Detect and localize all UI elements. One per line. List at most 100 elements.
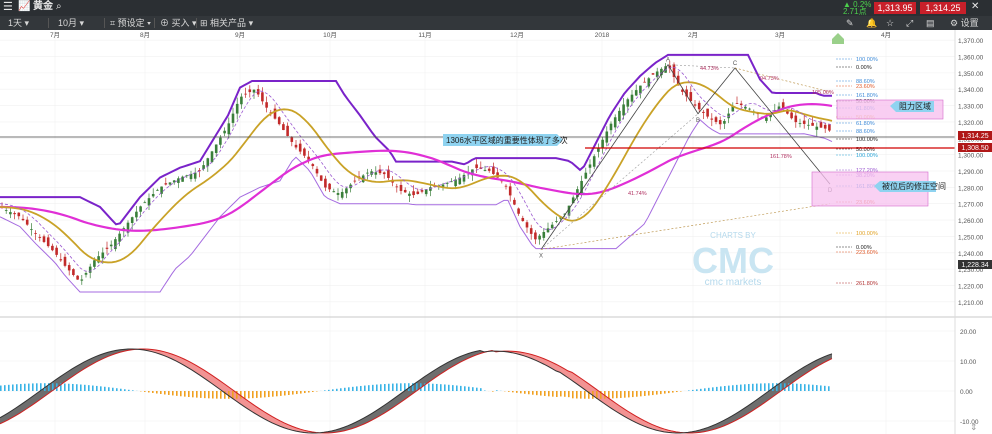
bell-icon[interactable]: 🔔 <box>866 18 878 28</box>
macd-line <box>0 348 833 434</box>
macd-histogram-bar <box>396 383 398 391</box>
channel-lower <box>0 119 833 293</box>
candle-body <box>13 213 16 215</box>
macd-fill <box>36 391 40 403</box>
macd-histogram-bar <box>240 391 242 399</box>
candle-body <box>38 236 42 238</box>
buy-price: 1,314.25 <box>925 3 961 13</box>
macd-histogram-bar <box>800 383 802 391</box>
fib-label: 100.00% <box>856 57 878 63</box>
macd-fill <box>244 398 248 410</box>
range-value: 10月 <box>58 18 78 28</box>
macd-histogram-bar <box>152 391 154 393</box>
y-tick-label: 1,260.00 <box>958 218 984 225</box>
macd-histogram-bar <box>300 391 302 394</box>
y-tick-label: 1,300.00 <box>958 153 984 160</box>
chart-icon[interactable]: 📈 <box>18 1 31 12</box>
macd-histogram-bar <box>740 384 742 391</box>
resistance-label-arrow <box>890 101 896 112</box>
candle-body <box>319 175 323 181</box>
price-chart[interactable]: 7月 8月 9月 10月 11月 12月 2018 2月 3月 4月 CHARTS BY CMC … <box>0 30 992 434</box>
candle-body <box>811 122 814 126</box>
candle-body <box>735 103 739 104</box>
macd-histogram-bar <box>804 384 806 391</box>
candle-body <box>168 182 172 185</box>
macd-histogram-bar <box>96 385 98 391</box>
resistance-label: 阻力区域 <box>899 101 931 111</box>
candle-body <box>731 106 735 112</box>
sell-price-button[interactable]: 1,313.95 <box>874 2 916 14</box>
timeframe-select[interactable]: 1天 ▾ <box>8 18 30 28</box>
macd-histogram-bar <box>496 390 498 391</box>
macd-histogram-bar <box>180 391 182 397</box>
scroll-icon[interactable]: ⇕ <box>970 422 978 432</box>
candle-body <box>366 172 369 174</box>
chart-background <box>0 30 955 434</box>
watermark-line1: CHARTS BY <box>710 231 756 240</box>
y-tick-label: 1,370.00 <box>958 38 984 45</box>
candle-body <box>723 120 726 124</box>
candle-body <box>416 191 420 195</box>
buy-button[interactable]: ⊕ 买入 ▾ <box>160 18 197 28</box>
pen-icon[interactable]: ✎ <box>846 18 854 28</box>
macd-histogram-bar <box>292 391 294 395</box>
macd-histogram-bar <box>568 391 570 398</box>
macd-histogram-bar <box>172 391 174 396</box>
preset-button[interactable]: ⌗ 预设定 ▾ <box>110 18 151 28</box>
macd-histogram-bar <box>332 389 334 391</box>
macd-histogram-bar <box>752 383 754 391</box>
x-tick-label: 8月 <box>140 31 150 39</box>
macd-histogram-bar <box>472 387 474 391</box>
related-products-button[interactable]: ⊞ 相关产品 ▾ <box>200 18 254 28</box>
support-label-arrow <box>874 181 880 192</box>
pattern-ratio-label: 105.06% <box>812 90 834 96</box>
candle-body <box>555 221 558 222</box>
chart-grid <box>0 30 955 434</box>
candle-body <box>67 265 71 271</box>
candle-body <box>748 108 751 110</box>
macd-histogram-bar <box>176 391 178 396</box>
macd-histogram-bar <box>468 386 470 391</box>
macd-histogram-bar <box>776 383 778 391</box>
star-icon[interactable]: ☆ <box>886 18 895 28</box>
candle-body <box>80 279 84 281</box>
macd-histogram-bar <box>0 385 2 391</box>
candle-body <box>210 151 214 163</box>
macd-histogram-bar <box>68 383 70 391</box>
macd-histogram-bar <box>424 383 426 391</box>
macd-histogram-bar <box>492 391 494 392</box>
fib-label: 223.60% <box>856 250 878 256</box>
candlesticks <box>0 60 831 285</box>
pattern-diagonal <box>667 64 736 69</box>
macd-histogram-bar <box>532 391 534 395</box>
macd-histogram-bar <box>384 383 386 391</box>
candle-body <box>382 172 386 175</box>
hamburger-menu-icon[interactable]: ☰ <box>3 1 13 13</box>
macd-histogram-bar <box>436 383 438 391</box>
layout-icon[interactable]: ▤ <box>926 18 935 28</box>
macd-histogram-bar <box>600 391 602 399</box>
candle-body <box>25 219 29 225</box>
settings-button[interactable]: ⚙ 设置 <box>950 18 979 28</box>
range-select[interactable]: 10月 ▾ <box>58 18 85 28</box>
buy-price-button[interactable]: 1,314.25 <box>920 2 966 14</box>
macd-histogram-bar <box>520 391 522 394</box>
macd-histogram-bar <box>220 391 222 399</box>
macd-histogram-bar <box>32 383 34 391</box>
candle-body <box>261 92 264 102</box>
search-icon[interactable]: ⌕ <box>56 1 62 12</box>
candle-body <box>559 217 562 219</box>
macd-histogram-bar <box>184 391 186 397</box>
close-icon[interactable]: ✕ <box>971 1 980 12</box>
target-marker-base <box>832 39 844 44</box>
expand-icon[interactable]: ⤢ <box>906 18 914 28</box>
change-info: ▲ 0.2% 2.71点 <box>843 1 871 16</box>
candle-body <box>592 156 596 167</box>
macd-histogram-bar <box>452 385 454 391</box>
macd-histogram-bar <box>784 383 786 391</box>
macd-histogram-bar <box>108 387 110 391</box>
macd-histogram-bar <box>204 391 206 399</box>
macd-histogram-bar <box>36 383 38 391</box>
macd-histogram-bar <box>236 391 238 399</box>
macd-histogram-bar <box>596 391 598 399</box>
